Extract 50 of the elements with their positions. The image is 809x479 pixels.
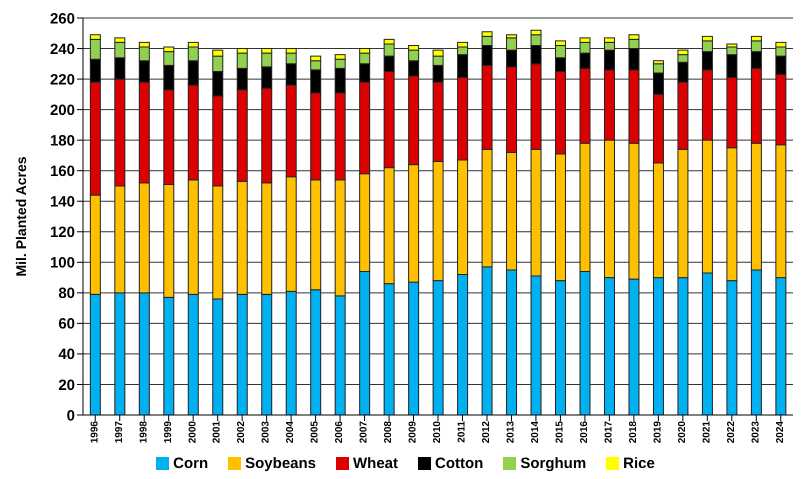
y-tick-label: 120 bbox=[50, 224, 75, 242]
y-tick-label: 100 bbox=[50, 254, 75, 272]
legend-label: Sorghum bbox=[520, 455, 586, 472]
x-tick-label: 2023 bbox=[750, 420, 762, 444]
x-tick-label: 2019 bbox=[652, 420, 664, 444]
y-tick-label: 80 bbox=[58, 285, 75, 302]
legend-label: Cotton bbox=[435, 455, 484, 472]
x-tick-label: 2022 bbox=[726, 420, 737, 444]
x-tick-label: 2021 bbox=[701, 420, 712, 444]
y-tick-label: 240 bbox=[50, 40, 75, 58]
x-tick-label: 2014 bbox=[530, 420, 542, 444]
x-tick-label: 2006 bbox=[334, 420, 346, 444]
x-tick-label: 1996 bbox=[89, 420, 100, 444]
y-tick-label: 160 bbox=[50, 163, 75, 180]
x-tick-label: 1999 bbox=[162, 420, 174, 444]
x-tick-label: 2009 bbox=[408, 420, 419, 444]
x-tick-label: 2011 bbox=[456, 420, 468, 443]
x-tick-label: 2002 bbox=[236, 420, 248, 444]
x-tick-label: 2016 bbox=[578, 420, 590, 444]
x-tick-label: 2020 bbox=[676, 420, 688, 444]
x-tick-label: 2000 bbox=[187, 420, 198, 444]
y-tick-label: 180 bbox=[50, 132, 75, 150]
x-tick-label: 2010 bbox=[432, 420, 444, 444]
y-tick-label: 40 bbox=[58, 346, 75, 364]
x-tick-label: 2003 bbox=[260, 420, 272, 444]
x-tick-label: 2015 bbox=[554, 420, 566, 444]
x-tick-label: 1998 bbox=[138, 420, 150, 444]
x-tick-label: 2001 bbox=[212, 420, 223, 444]
y-tick-label: 140 bbox=[50, 194, 75, 211]
x-tick-label: 2008 bbox=[383, 420, 394, 444]
x-tick-label: 2013 bbox=[506, 420, 517, 444]
legend-label: Soybeans bbox=[245, 455, 316, 472]
y-tick-label: 0 bbox=[66, 407, 75, 424]
y-tick-label: 260 bbox=[50, 10, 75, 28]
x-tick-label: 2012 bbox=[481, 420, 492, 444]
x-tick-label: 2017 bbox=[603, 420, 614, 444]
x-tick-label: 2005 bbox=[310, 420, 321, 444]
y-tick-label: 60 bbox=[58, 316, 75, 333]
y-tick-label: 20 bbox=[58, 376, 75, 394]
legend-label: Wheat bbox=[353, 455, 398, 472]
x-tick-label: 2018 bbox=[628, 420, 639, 444]
y-tick-label: 220 bbox=[50, 71, 75, 88]
x-tick-label: 1997 bbox=[114, 420, 125, 444]
legend-label: Corn bbox=[173, 455, 208, 472]
x-tick-label: 2004 bbox=[285, 420, 296, 444]
y-tick-label: 200 bbox=[50, 102, 75, 119]
x-tick-label: 2024 bbox=[774, 420, 786, 444]
legend-label: Rice bbox=[623, 455, 655, 472]
y-axis-title: Mil. Planted Acres bbox=[12, 156, 29, 277]
x-tick-label: 2007 bbox=[358, 420, 370, 444]
